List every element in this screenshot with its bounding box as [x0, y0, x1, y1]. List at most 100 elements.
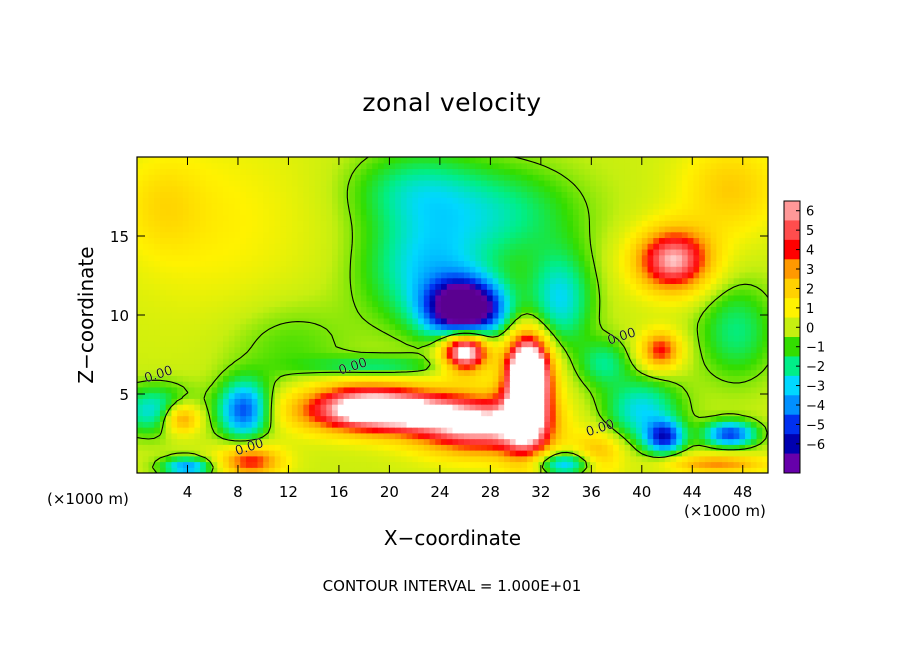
field-cell [521, 415, 528, 422]
field-cell [441, 386, 448, 394]
field-cell [498, 300, 505, 307]
field-cell [555, 415, 563, 422]
field-cell [309, 271, 316, 279]
field-cell [475, 461, 482, 468]
field-cell [521, 358, 528, 365]
field-cell [659, 289, 666, 296]
field-cell [584, 317, 591, 325]
field-cell [309, 300, 316, 307]
field-cell [504, 283, 511, 290]
field-cell [630, 455, 637, 463]
field-cell [550, 358, 557, 365]
field-cell [521, 450, 528, 457]
field-cell [630, 467, 637, 473]
field-cell [320, 271, 327, 279]
field-cell [446, 225, 454, 233]
field-cell [280, 346, 287, 353]
field-cell [527, 346, 534, 353]
field-cell [733, 455, 740, 463]
field-cell [590, 381, 597, 388]
field-cell [406, 323, 413, 330]
field-cell [263, 289, 270, 296]
field-cell [492, 375, 499, 382]
field-cell [630, 225, 637, 233]
field-cell [372, 266, 379, 273]
field-cell [727, 243, 735, 250]
field-cell [584, 340, 591, 348]
field-cell [681, 254, 689, 262]
field-cell [354, 266, 362, 273]
field-cell [750, 461, 758, 468]
field-cell [670, 260, 677, 267]
field-cell [527, 375, 534, 382]
field-cell [257, 266, 264, 273]
field-cell [676, 409, 683, 417]
field-cell [607, 220, 614, 227]
field-cell [240, 455, 247, 463]
field-cell [309, 461, 316, 468]
field-cell [452, 266, 459, 273]
field-cell [240, 294, 247, 302]
field-cell [154, 220, 161, 227]
field-cell [527, 248, 534, 256]
field-cell [245, 283, 253, 290]
field-cell [481, 306, 488, 313]
field-cell [343, 432, 350, 440]
field-cell [337, 421, 345, 428]
field-cell [177, 254, 184, 262]
field-cell [423, 369, 431, 376]
field-cell [337, 277, 345, 284]
field-cell [154, 225, 161, 233]
field-cell [492, 254, 499, 262]
field-cell [205, 277, 213, 284]
field-cell [550, 438, 557, 445]
field-cell [309, 248, 316, 256]
field-cell [636, 271, 643, 279]
field-cell [636, 392, 643, 399]
field-cell [377, 312, 385, 319]
field-cell [704, 432, 712, 440]
field-cell [332, 392, 339, 399]
field-cell [182, 317, 190, 325]
field-cell [154, 214, 161, 221]
field-cell [234, 277, 241, 284]
field-cell [750, 248, 758, 256]
field-cell [504, 243, 511, 250]
field-cell [699, 317, 706, 325]
field-cell [354, 289, 362, 296]
field-cell [314, 381, 322, 388]
field-cell [676, 237, 683, 244]
field-cell [200, 266, 207, 273]
field-cell [395, 300, 402, 307]
field-cell [745, 404, 752, 411]
field-cell [314, 317, 322, 325]
field-cell [326, 248, 333, 256]
field-cell [475, 381, 482, 388]
field-cell [429, 369, 436, 376]
field-cell [590, 237, 597, 244]
field-cell [297, 346, 304, 353]
field-cell [165, 237, 173, 244]
field-cell [377, 208, 385, 216]
field-cell [159, 277, 167, 284]
field-cell [429, 220, 436, 227]
field-cell [739, 266, 746, 273]
field-cell [538, 375, 545, 382]
field-cell [618, 375, 626, 382]
field-cell [165, 455, 173, 463]
field-cell [624, 329, 631, 336]
field-cell [142, 225, 150, 233]
field-cell [659, 467, 666, 473]
field-cell [165, 444, 173, 451]
field-cell [561, 225, 568, 233]
field-cell [572, 329, 580, 336]
field-cell [532, 375, 540, 382]
field-cell [332, 323, 339, 330]
field-cell [309, 346, 316, 353]
field-cell [395, 289, 402, 296]
field-cell [446, 415, 454, 422]
field-cell [681, 421, 689, 428]
field-cell [240, 208, 247, 216]
field-cell [200, 335, 207, 342]
field-cell [595, 421, 603, 428]
